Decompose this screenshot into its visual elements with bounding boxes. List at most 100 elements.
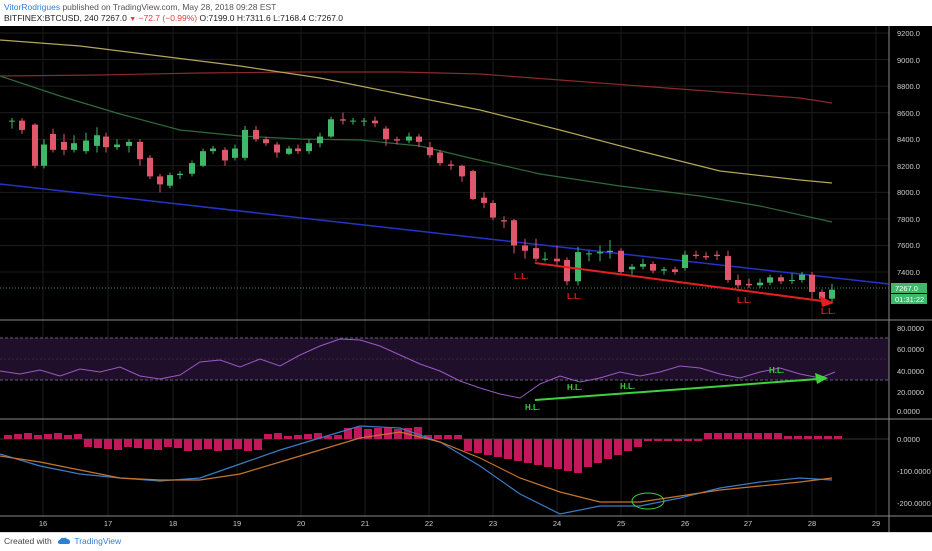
candle-down <box>222 149 228 161</box>
macd-histogram-bar <box>704 433 712 439</box>
candle-up <box>306 143 312 152</box>
candle-down <box>437 152 443 164</box>
macd-histogram-bar <box>784 436 792 439</box>
ma-line-green <box>0 75 833 223</box>
chart-canvas[interactable]: 9200.0 9000.0 8800.0 8600.0 8400.0 8200.… <box>0 26 932 532</box>
candle-up <box>317 136 323 144</box>
macd-histogram-bar <box>664 439 672 441</box>
symbol-line: BITFINEX:BTCUSD, 240 7267.0 ▼ −72.7 (−0.… <box>4 13 343 23</box>
price-tick: 7400.0 <box>897 268 920 277</box>
macd-histogram-bar <box>624 439 632 451</box>
candle-up <box>189 163 195 174</box>
macd-histogram-bar <box>694 439 702 441</box>
macd-histogram-bar <box>494 439 502 457</box>
candle-up <box>597 252 603 254</box>
macd-histogram-bar <box>214 439 222 451</box>
macd-histogram-bar <box>454 435 462 439</box>
macd-histogram-bar <box>634 439 642 447</box>
macd-histogram-bar <box>104 439 112 449</box>
macd-histogram-bar <box>244 439 252 451</box>
macd-histogram-bar <box>194 439 202 450</box>
candle-up <box>126 141 132 146</box>
candle-up <box>41 144 47 166</box>
candle-up <box>789 279 795 281</box>
macd-pane[interactable] <box>0 425 889 515</box>
time-tick: 16 <box>39 519 47 528</box>
trend-line-blue <box>0 183 890 285</box>
macd-histogram-bar <box>34 435 42 439</box>
time-tick: 25 <box>617 519 625 528</box>
footer: Created with TradingView <box>0 532 932 551</box>
author-link[interactable]: VitorRodrigues <box>4 2 61 12</box>
chart-area[interactable]: 9200.0 9000.0 8800.0 8600.0 8400.0 8200.… <box>0 26 932 532</box>
annotations: L.L. L.L. L.L. L.L. H.L. H.L. H.L. H.L. <box>514 272 835 412</box>
macd-histogram-bar <box>504 439 512 459</box>
candle-down <box>819 291 825 299</box>
candle-down <box>522 245 528 251</box>
down-arrow-icon: ▼ <box>129 16 137 23</box>
candle-down <box>427 147 433 156</box>
macd-histogram-bar <box>514 439 522 461</box>
candle-down <box>157 176 163 185</box>
macd-histogram-bar <box>204 439 212 449</box>
time-tick: 21 <box>361 519 369 528</box>
macd-histogram-bar <box>294 435 302 439</box>
rsi-tick: 80.0000 <box>897 324 924 333</box>
countdown-label-bg <box>891 294 927 304</box>
candle-down <box>61 141 67 150</box>
macd-histogram-bar <box>364 429 372 439</box>
candle-up <box>640 264 646 267</box>
ma-line-yellow <box>0 39 833 184</box>
rsi-line <box>0 338 836 399</box>
candle-up <box>83 140 89 152</box>
macd-histogram-bar <box>564 439 572 471</box>
candle-up <box>167 175 173 186</box>
price-tick: 8000.0 <box>897 188 920 197</box>
rsi-pane[interactable] <box>0 337 889 401</box>
time-tick: 17 <box>104 519 112 528</box>
candle-up <box>629 266 635 270</box>
rsi-tick: 40.0000 <box>897 367 924 376</box>
higher-low-arrowhead <box>815 373 828 384</box>
candle-up <box>542 258 548 260</box>
higher-low-trend-arrow <box>534 378 819 401</box>
candle-up <box>661 269 667 271</box>
candle-down <box>809 274 815 292</box>
time-tick: 19 <box>233 519 241 528</box>
macd-histogram-bar <box>124 439 132 447</box>
price-tick: 8800.0 <box>897 82 920 91</box>
tradingview-brand[interactable]: TradingView <box>74 536 122 546</box>
grid-lines <box>0 26 889 516</box>
macd-histogram-bar <box>424 435 432 439</box>
macd-histogram-bar <box>584 439 592 467</box>
time-tick: 27 <box>744 519 752 528</box>
macd-histogram-bar <box>144 439 152 449</box>
candle-down <box>137 141 143 160</box>
macd-histogram-bar <box>714 433 722 439</box>
time-tick: 26 <box>681 519 689 528</box>
macd-histogram-bar <box>354 427 362 439</box>
current-price-label-bg <box>891 283 927 293</box>
candle-down <box>147 157 153 177</box>
macd-histogram-bar <box>414 427 422 439</box>
candle-up <box>586 253 592 255</box>
macd-histogram-bar <box>154 439 162 450</box>
last-price: 7267.0 <box>100 13 127 23</box>
macd-histogram-bar <box>394 429 402 439</box>
candle-down <box>703 256 709 258</box>
macd-histogram-bar <box>224 439 232 450</box>
price-tick: 7600.0 <box>897 241 920 250</box>
macd-histogram-bar <box>604 439 612 459</box>
macd-histogram-bar <box>384 427 392 439</box>
macd-histogram-bar <box>554 439 562 469</box>
candle-down <box>501 220 507 222</box>
macd-histogram-bar <box>744 433 752 439</box>
macd-histogram-bar <box>264 434 272 439</box>
time-tick: 29 <box>872 519 880 528</box>
time-tick: 22 <box>425 519 433 528</box>
price-pane[interactable] <box>0 39 890 307</box>
candle-up <box>607 250 613 253</box>
candle-down <box>554 258 560 262</box>
candle-down <box>778 277 784 282</box>
